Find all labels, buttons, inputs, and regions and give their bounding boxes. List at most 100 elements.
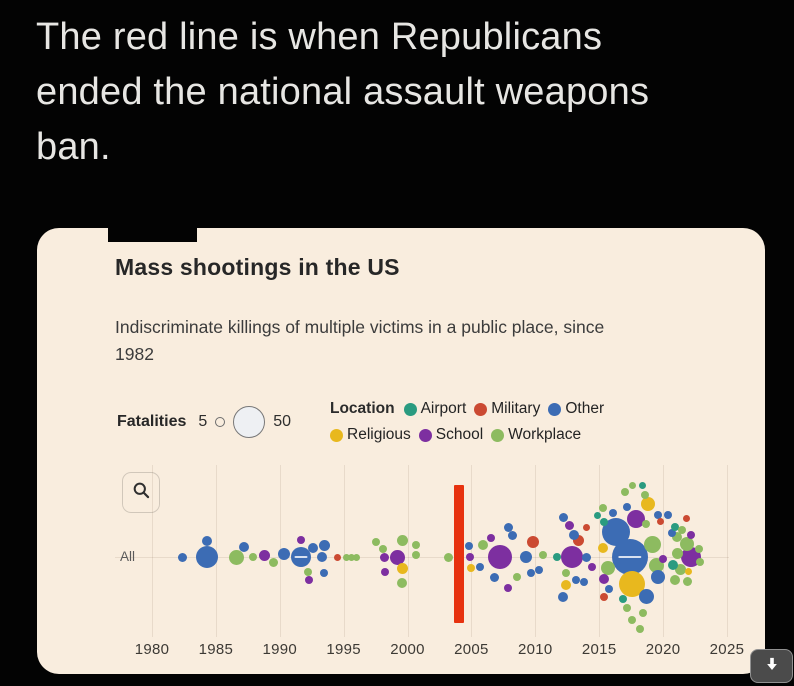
data-point-workplace[interactable] bbox=[636, 625, 645, 633]
data-point-other[interactable] bbox=[476, 563, 485, 571]
data-point-other[interactable] bbox=[201, 536, 212, 546]
data-point-other[interactable] bbox=[650, 570, 665, 584]
data-point-other[interactable] bbox=[195, 546, 218, 568]
data-point-workplace[interactable] bbox=[371, 538, 380, 546]
data-point-workplace[interactable] bbox=[641, 491, 650, 499]
data-point-other[interactable] bbox=[503, 522, 513, 532]
data-point-workplace[interactable] bbox=[538, 551, 547, 559]
data-point-other[interactable] bbox=[664, 511, 673, 519]
data-point-other[interactable] bbox=[623, 503, 632, 511]
data-point-other[interactable] bbox=[609, 509, 618, 517]
data-point-workplace[interactable] bbox=[601, 561, 616, 575]
data-point-other[interactable] bbox=[572, 576, 581, 584]
data-point-workplace[interactable] bbox=[396, 534, 408, 546]
data-point-workplace[interactable] bbox=[477, 540, 488, 550]
data-point-religious[interactable] bbox=[560, 580, 571, 590]
data-point-airport[interactable] bbox=[670, 523, 679, 531]
data-point-workplace[interactable] bbox=[696, 558, 705, 566]
data-point-airport[interactable] bbox=[619, 595, 628, 603]
data-point-workplace[interactable] bbox=[443, 552, 453, 562]
data-point-other[interactable] bbox=[178, 552, 188, 562]
data-point-other[interactable] bbox=[316, 552, 327, 562]
data-point-school[interactable] bbox=[659, 555, 668, 563]
data-point-other[interactable] bbox=[520, 551, 533, 563]
data-point-workplace[interactable] bbox=[642, 520, 651, 528]
data-point-workplace[interactable] bbox=[303, 568, 312, 576]
data-point-school[interactable] bbox=[504, 584, 513, 592]
data-point-school[interactable] bbox=[305, 576, 314, 584]
data-point-religious[interactable] bbox=[685, 567, 693, 575]
zoom-button[interactable] bbox=[122, 472, 160, 513]
data-point-school[interactable] bbox=[297, 536, 306, 544]
data-point-military[interactable] bbox=[526, 536, 539, 548]
download-button[interactable] bbox=[750, 649, 793, 683]
data-point-workplace[interactable] bbox=[412, 541, 421, 549]
data-point-military[interactable] bbox=[657, 517, 665, 525]
data-point-other[interactable] bbox=[489, 572, 499, 582]
data-point-workplace[interactable] bbox=[671, 547, 683, 559]
data-point-school[interactable] bbox=[565, 520, 575, 530]
data-point-airport[interactable] bbox=[668, 560, 679, 570]
data-point-school[interactable] bbox=[466, 553, 475, 561]
data-point-workplace[interactable] bbox=[352, 553, 360, 561]
data-point-military[interactable] bbox=[600, 593, 609, 601]
data-point-other[interactable] bbox=[507, 530, 517, 540]
data-point-other[interactable] bbox=[238, 542, 249, 552]
data-point-other[interactable] bbox=[277, 548, 290, 560]
data-point-other[interactable] bbox=[291, 547, 312, 567]
data-point-other[interactable] bbox=[527, 569, 536, 577]
data-point-other[interactable] bbox=[307, 543, 318, 553]
data-point-school[interactable] bbox=[587, 563, 596, 571]
data-point-airport[interactable] bbox=[639, 481, 647, 489]
data-point-workplace[interactable] bbox=[412, 551, 421, 559]
data-point-workplace[interactable] bbox=[561, 569, 570, 577]
data-point-workplace[interactable] bbox=[228, 549, 244, 565]
data-point-school[interactable] bbox=[380, 552, 390, 562]
data-point-school[interactable] bbox=[487, 545, 512, 569]
data-point-school[interactable] bbox=[258, 549, 270, 561]
data-point-other[interactable] bbox=[558, 512, 568, 522]
data-point-workplace[interactable] bbox=[669, 575, 680, 585]
data-point-workplace[interactable] bbox=[248, 553, 257, 561]
data-point-workplace[interactable] bbox=[638, 609, 647, 617]
data-point-other[interactable] bbox=[558, 592, 569, 602]
data-point-workplace[interactable] bbox=[379, 545, 388, 553]
data-point-school[interactable] bbox=[687, 531, 696, 539]
data-point-workplace[interactable] bbox=[620, 488, 629, 496]
data-point-school[interactable] bbox=[486, 534, 495, 542]
data-point-airport[interactable] bbox=[600, 518, 609, 526]
data-point-other[interactable] bbox=[668, 529, 677, 537]
data-point-military[interactable] bbox=[333, 553, 341, 561]
data-point-workplace[interactable] bbox=[513, 573, 522, 581]
data-point-other[interactable] bbox=[653, 511, 662, 519]
data-point-religious[interactable] bbox=[467, 564, 476, 572]
data-point-religious[interactable] bbox=[598, 543, 609, 553]
data-point-other[interactable] bbox=[320, 569, 329, 577]
data-point-other[interactable] bbox=[568, 530, 579, 540]
data-point-workplace[interactable] bbox=[682, 576, 692, 586]
data-point-airport[interactable] bbox=[553, 553, 562, 561]
data-point-other[interactable] bbox=[535, 566, 544, 574]
data-point-other[interactable] bbox=[464, 542, 473, 550]
data-point-other[interactable] bbox=[605, 585, 614, 593]
data-point-school[interactable] bbox=[380, 568, 389, 576]
data-point-school[interactable] bbox=[599, 574, 610, 584]
data-point-workplace[interactable] bbox=[644, 535, 662, 553]
data-point-workplace[interactable] bbox=[628, 616, 637, 624]
data-point-workplace[interactable] bbox=[675, 563, 687, 575]
data-point-religious[interactable] bbox=[640, 497, 655, 511]
data-point-airport[interactable] bbox=[594, 511, 602, 519]
data-point-other[interactable] bbox=[318, 539, 330, 551]
data-point-workplace[interactable] bbox=[397, 578, 408, 588]
data-point-workplace[interactable] bbox=[268, 557, 278, 567]
data-point-workplace[interactable] bbox=[623, 604, 632, 612]
data-point-school[interactable] bbox=[627, 510, 646, 528]
data-point-workplace[interactable] bbox=[599, 504, 608, 512]
data-point-workplace[interactable] bbox=[628, 481, 636, 489]
data-point-workplace[interactable] bbox=[680, 537, 695, 551]
data-point-workplace[interactable] bbox=[694, 545, 703, 553]
data-point-workplace[interactable] bbox=[672, 532, 683, 542]
data-point-other[interactable] bbox=[638, 588, 654, 604]
data-point-military[interactable] bbox=[573, 534, 585, 546]
data-point-workplace[interactable] bbox=[678, 526, 687, 534]
